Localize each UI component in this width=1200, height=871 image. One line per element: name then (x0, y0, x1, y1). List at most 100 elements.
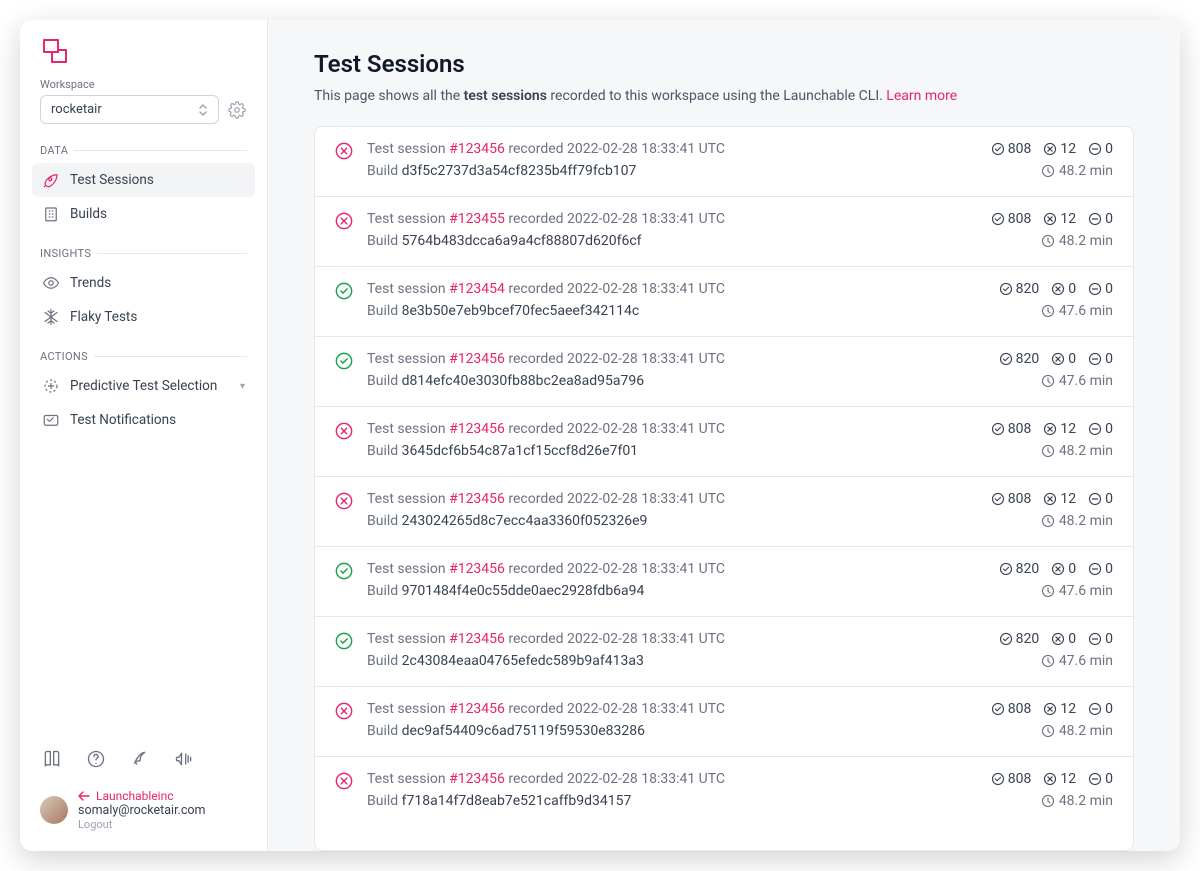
nav-notifications[interactable]: Test Notifications (32, 403, 255, 437)
session-row[interactable]: Test session #123456 recorded 2022-02-28… (315, 407, 1133, 477)
stat-passed: 820 (999, 631, 1040, 647)
session-row[interactable]: Test session #123456 recorded 2022-02-28… (315, 337, 1133, 407)
learn-more-link[interactable]: Learn more (886, 88, 957, 104)
stat-passed-value: 808 (1008, 141, 1032, 157)
back-link[interactable]: Launchableinc (78, 789, 206, 803)
stat-failed: 0 (1051, 561, 1076, 577)
session-row[interactable]: Test session #123454 recorded 2022-02-28… (315, 267, 1133, 337)
feedback-icon[interactable] (130, 749, 150, 773)
recorded-prefix: recorded (505, 631, 567, 647)
stat-skipped: 0 (1088, 561, 1113, 577)
nav-group-actions: Predictive Test Selection ▾ Test Notific… (20, 365, 267, 441)
stat-passed-value: 808 (1008, 771, 1032, 787)
session-build-line: Build 9701484f4e0c55dde0aec2928fdb6a94 (367, 583, 985, 599)
session-prefix: Test session (367, 491, 449, 507)
session-title-line: Test session #123456 recorded 2022-02-28… (367, 421, 977, 437)
x-circle-icon (335, 422, 353, 440)
chevron-down-icon: ▾ (240, 381, 245, 392)
stat-passed-value: 820 (1016, 281, 1040, 297)
stat-passed-value: 820 (1016, 351, 1040, 367)
session-build-line: Build d3f5c2737d3a54cf8235b4ff79fcb107 (367, 163, 977, 179)
stat-row: 82000 (999, 281, 1113, 297)
session-row[interactable]: Test session #123456 recorded 2022-02-28… (315, 477, 1133, 547)
session-title-line: Test session #123454 recorded 2022-02-28… (367, 281, 985, 297)
check-circle-icon (335, 352, 353, 370)
session-duration: 47.6 min (1041, 303, 1113, 319)
session-details: Test session #123456 recorded 2022-02-28… (367, 351, 985, 389)
chevron-updown-icon (198, 104, 208, 116)
nav-builds[interactable]: Builds (32, 197, 255, 231)
build-prefix: Build (367, 443, 402, 459)
stat-skipped-value: 0 (1105, 631, 1113, 647)
session-stats: 80812048.2 min (991, 211, 1113, 252)
nav-predictive[interactable]: Predictive Test Selection ▾ (32, 369, 255, 403)
session-timestamp: 2022-02-28 18:33:41 UTC (567, 631, 725, 647)
user-email: somaly@rocketair.com (78, 803, 206, 818)
stat-row: 808120 (991, 421, 1113, 437)
stat-passed-value: 820 (1016, 631, 1040, 647)
session-title-line: Test session #123456 recorded 2022-02-28… (367, 631, 985, 647)
session-build-line: Build f718a14f7d8eab7e521caffb9d34157 (367, 793, 977, 809)
build-hash: d814efc40e3030fb88bc2ea8ad95a796 (402, 373, 644, 389)
check-circle-icon (335, 562, 353, 580)
session-row[interactable]: Test session #123456 recorded 2022-02-28… (315, 687, 1133, 757)
session-title-line: Test session #123456 recorded 2022-02-28… (367, 491, 977, 507)
session-row[interactable]: Test session #123456 recorded 2022-02-28… (315, 757, 1133, 826)
target-icon (42, 377, 60, 395)
session-id: #123456 (449, 771, 505, 787)
session-duration: 48.2 min (1041, 443, 1113, 459)
build-hash: dec9af54409c6ad75119f59530e83286 (402, 723, 645, 739)
nav-trends[interactable]: Trends (32, 266, 255, 300)
help-icon[interactable] (86, 749, 106, 773)
recorded-prefix: recorded (505, 561, 567, 577)
session-timestamp: 2022-02-28 18:33:41 UTC (567, 281, 725, 297)
nav-test-sessions[interactable]: Test Sessions (32, 163, 255, 197)
session-details: Test session #123456 recorded 2022-02-28… (367, 421, 977, 459)
stat-failed-value: 12 (1060, 491, 1076, 507)
session-build-line: Build 2c43084eaa04765efedc589b9af413a3 (367, 653, 985, 669)
build-hash: 2c43084eaa04765efedc589b9af413a3 (402, 653, 644, 669)
docs-icon[interactable] (42, 749, 62, 773)
session-id: #123456 (449, 561, 505, 577)
stat-skipped-value: 0 (1105, 141, 1113, 157)
snowflake-icon (42, 308, 60, 326)
duration-value: 47.6 min (1059, 653, 1113, 669)
session-id: #123454 (449, 281, 505, 297)
nav-label: Flaky Tests (70, 309, 137, 325)
session-details: Test session #123456 recorded 2022-02-28… (367, 771, 977, 809)
build-prefix: Build (367, 793, 402, 809)
recorded-prefix: recorded (505, 421, 567, 437)
session-timestamp: 2022-02-28 18:33:41 UTC (567, 141, 725, 157)
stat-passed-value: 808 (1008, 211, 1032, 227)
nav-label: Trends (70, 275, 111, 291)
session-details: Test session #123456 recorded 2022-02-28… (367, 491, 977, 529)
nav-flaky-tests[interactable]: Flaky Tests (32, 300, 255, 334)
build-prefix: Build (367, 233, 402, 249)
session-id: #123456 (449, 141, 505, 157)
build-hash: 8e3b50e7eb9bcef70fec5aeef342114c (402, 303, 640, 319)
settings-button[interactable] (227, 100, 247, 120)
recorded-prefix: recorded (505, 211, 567, 227)
session-id: #123456 (449, 491, 505, 507)
build-prefix: Build (367, 163, 402, 179)
avatar (40, 796, 68, 824)
announce-icon[interactable] (174, 749, 194, 773)
session-row[interactable]: Test session #123456 recorded 2022-02-28… (315, 617, 1133, 687)
logo (20, 36, 267, 78)
desc-suffix: recorded to this workspace using the Lau… (547, 88, 886, 104)
stat-skipped-value: 0 (1105, 701, 1113, 717)
back-link-label: Launchableinc (96, 789, 174, 803)
stat-passed: 820 (999, 281, 1040, 297)
session-prefix: Test session (367, 701, 449, 717)
stat-failed: 12 (1043, 491, 1076, 507)
stat-failed: 12 (1043, 141, 1076, 157)
logout-link[interactable]: Logout (78, 818, 206, 831)
session-id: #123456 (449, 421, 505, 437)
workspace-select[interactable]: rocketair (40, 95, 219, 124)
session-row[interactable]: Test session #123455 recorded 2022-02-28… (315, 197, 1133, 267)
session-stats: 8200047.6 min (999, 631, 1113, 672)
session-prefix: Test session (367, 211, 449, 227)
session-row[interactable]: Test session #123456 recorded 2022-02-28… (315, 127, 1133, 197)
session-timestamp: 2022-02-28 18:33:41 UTC (567, 561, 725, 577)
session-row[interactable]: Test session #123456 recorded 2022-02-28… (315, 547, 1133, 617)
